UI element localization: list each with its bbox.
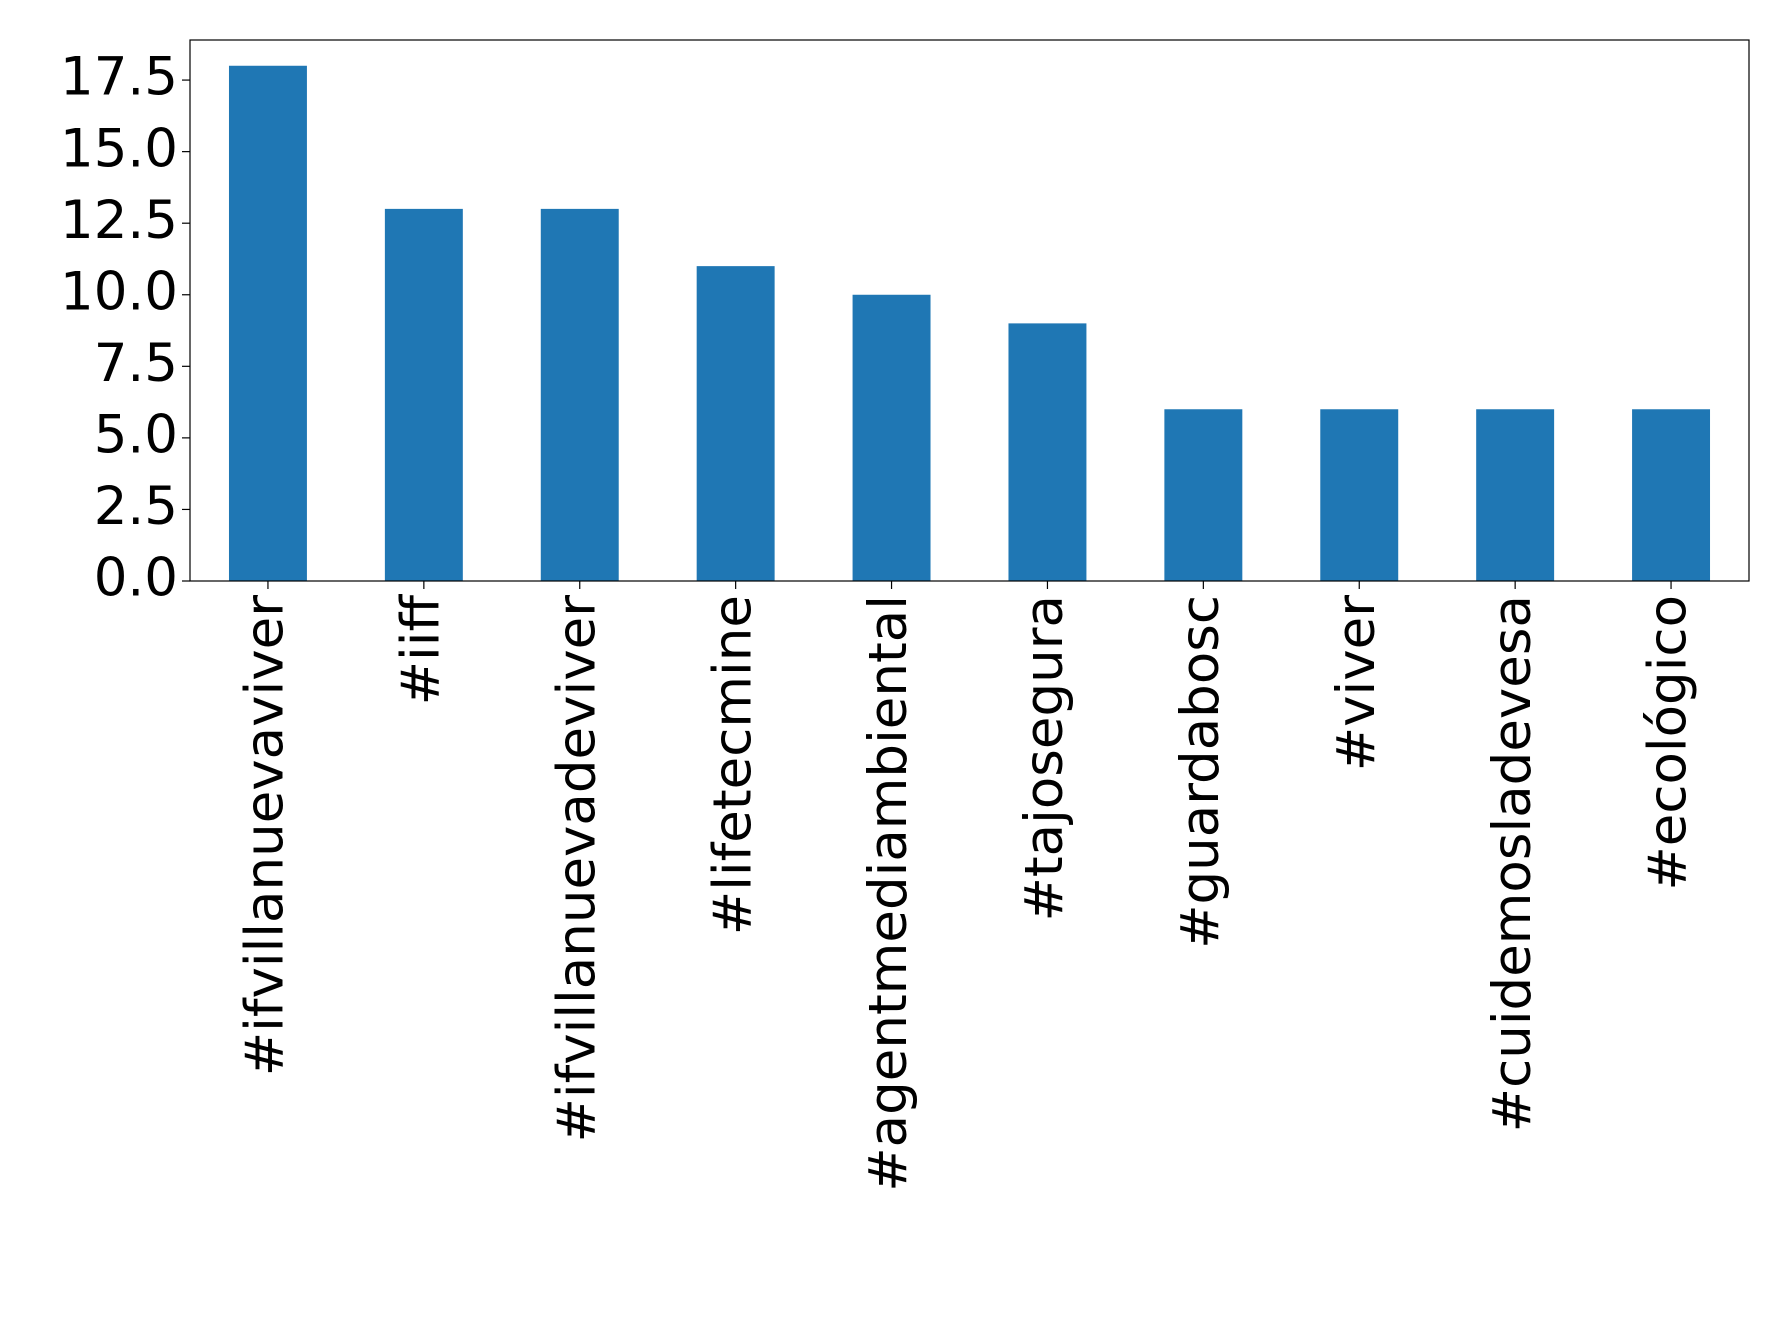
- bar: [1008, 323, 1087, 581]
- x-tick-label: #agentmediambiental: [858, 595, 919, 1192]
- x-tick-label: #ifvillanuevaviver: [235, 595, 296, 1077]
- plot-frame: [189, 39, 1750, 582]
- x-tick-label: #ifvillanuevadeviver: [546, 595, 607, 1143]
- bar: [852, 294, 931, 581]
- bar: [384, 208, 463, 581]
- bar: [1320, 409, 1399, 581]
- bar: [540, 208, 619, 581]
- x-tick-label: #tajosegura: [1014, 595, 1075, 922]
- x-tick-label: #ecológico: [1638, 595, 1699, 891]
- bar: [1632, 409, 1711, 581]
- x-tick-label: #viver: [1326, 595, 1387, 771]
- y-tick-label: 0.0: [94, 548, 178, 609]
- y-tick-label: 17.5: [60, 47, 178, 108]
- bar: [1476, 409, 1555, 581]
- x-tick-label: #guardabosc: [1170, 595, 1231, 949]
- y-tick-label: 5.0: [94, 405, 178, 466]
- y-tick-label: 15.0: [60, 118, 178, 179]
- x-tick-label: #cuidemosladevesa: [1482, 595, 1543, 1132]
- bar: [228, 65, 307, 581]
- y-tick-label: 7.5: [94, 333, 178, 394]
- x-tick-label: #iiff: [390, 594, 451, 706]
- y-tick-label: 12.5: [60, 190, 178, 251]
- y-tick-label: 2.5: [94, 476, 178, 537]
- bar: [1164, 409, 1243, 581]
- x-tick-label: #lifetecmine: [702, 595, 763, 935]
- y-tick-label: 10.0: [60, 261, 178, 322]
- bar: [696, 266, 775, 581]
